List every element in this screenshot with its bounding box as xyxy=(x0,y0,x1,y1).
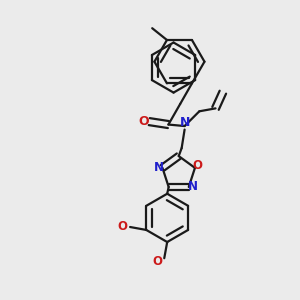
Text: N: N xyxy=(188,181,198,194)
Text: N: N xyxy=(154,161,164,174)
Text: O: O xyxy=(117,220,127,232)
Text: O: O xyxy=(152,255,163,268)
Text: O: O xyxy=(139,115,149,128)
Text: N: N xyxy=(180,116,191,129)
Text: O: O xyxy=(192,159,202,172)
